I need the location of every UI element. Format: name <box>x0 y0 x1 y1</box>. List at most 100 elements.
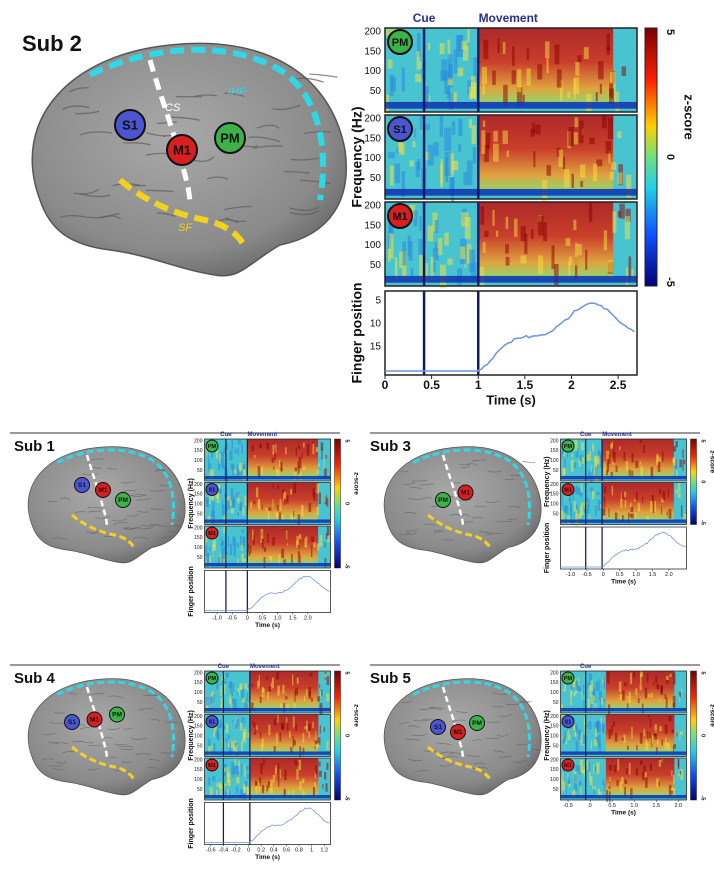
spectrogram-texture <box>675 458 677 469</box>
freq-tick-label: 100 <box>194 734 203 740</box>
gyrus-texture <box>272 104 301 111</box>
spectrogram-texture <box>324 468 327 478</box>
spectrogram-texture <box>560 704 563 712</box>
spectrogram-frame <box>560 670 687 714</box>
spectrogram-texture <box>583 717 586 726</box>
spectrogram-texture <box>567 780 571 784</box>
spectrogram-texture <box>625 768 628 775</box>
spectrogram-texture <box>221 676 224 681</box>
electrode-label: PM <box>438 497 448 504</box>
spectrogram-texture <box>389 233 394 259</box>
electrode-label: PM <box>472 720 482 727</box>
spectrogram-texture <box>278 775 280 787</box>
spectrogram-texture <box>585 760 589 770</box>
panel-marker <box>387 203 413 229</box>
spectrogram-texture <box>578 460 581 467</box>
electrode-label: M1 <box>98 487 107 494</box>
sf-line <box>427 513 492 550</box>
spectrogram-texture <box>599 83 602 94</box>
spectrogram-texture <box>217 484 221 491</box>
spectrogram-texture <box>612 451 616 463</box>
freq-tick-label: 150 <box>550 724 559 730</box>
spectrogram-texture <box>655 747 658 754</box>
spectrogram-texture <box>637 502 641 512</box>
colorbar-tick-label: 0 <box>700 734 706 737</box>
spectrogram-baseline <box>204 475 331 480</box>
finger-axis-label: Finger position <box>349 282 365 383</box>
spectrogram-texture <box>318 770 322 777</box>
colorbar <box>690 670 697 801</box>
spectrogram-texture <box>302 442 305 448</box>
spectrogram-texture <box>658 760 661 767</box>
spectrogram-texture <box>520 225 526 242</box>
spectrogram-baseline <box>385 275 637 283</box>
time-tick-label: -0.5 <box>563 803 572 809</box>
gyrus-texture <box>289 206 319 212</box>
gyrus-texture <box>158 536 172 539</box>
gyrus-texture <box>224 205 252 211</box>
spectrogram-texture <box>617 210 621 218</box>
spectrogram-texture <box>554 263 559 286</box>
spectrogram-texture <box>257 499 260 508</box>
spectrogram-texture <box>260 539 263 543</box>
spectrogram-texture <box>564 683 567 691</box>
gyrus-texture <box>224 92 245 98</box>
spectrogram-texture <box>388 152 395 159</box>
spectrogram-texture <box>385 28 390 37</box>
finger-trace <box>204 575 330 612</box>
spectrogram-baseline <box>560 475 687 480</box>
spectrogram-texture <box>630 672 633 685</box>
spectrogram-texture <box>298 759 302 771</box>
time-tick-label: 0.5 <box>616 572 624 578</box>
panel-marker <box>205 715 219 728</box>
spectrogram-texture <box>565 505 569 513</box>
spectrogram-texture <box>650 692 653 698</box>
spectrogram-texture <box>427 144 434 166</box>
freq-tick-label: 50 <box>370 260 382 271</box>
spectrogram-texture <box>223 447 227 453</box>
gyrus-texture <box>113 522 128 525</box>
gyrus-texture <box>170 525 182 529</box>
spectrogram-texture <box>599 699 601 711</box>
spectrogram-texture <box>287 723 289 732</box>
spectrogram-texture <box>277 685 280 696</box>
spectrogram-texture <box>294 467 298 472</box>
spectrogram-texture <box>277 484 280 490</box>
spectrogram-texture <box>209 693 213 705</box>
colorbar-tick-label: -5 <box>344 796 350 801</box>
spectrogram-texture <box>419 216 422 231</box>
spectrogram-texture <box>532 122 535 133</box>
spectrogram-texture <box>298 545 300 550</box>
spectrogram-texture <box>212 496 214 501</box>
spectrogram-texture <box>225 770 227 784</box>
spectrogram-texture <box>614 512 618 520</box>
spectrogram-texture <box>571 681 573 691</box>
spectrogram-texture <box>205 545 208 557</box>
gyrus-texture <box>69 87 89 93</box>
spectrogram-texture <box>457 67 464 77</box>
gyrus-texture <box>79 727 92 730</box>
spectrogram-texture <box>267 533 269 544</box>
gyrus-texture <box>130 737 147 740</box>
spectrogram-texture <box>207 450 210 458</box>
gyrus-texture <box>73 188 99 195</box>
spectrogram-texture <box>654 724 657 734</box>
gyrus-texture <box>126 513 140 517</box>
spectrogram-texture <box>628 762 631 775</box>
spectrogram-texture <box>433 261 436 273</box>
spectrogram-texture <box>573 691 576 697</box>
gyrus-texture <box>68 692 78 695</box>
gyrus-texture <box>442 539 453 541</box>
gyrus-texture <box>299 179 331 185</box>
spectrogram-texture <box>313 542 317 548</box>
gyrus-texture <box>498 713 513 718</box>
spectrogram-texture <box>237 469 240 476</box>
spectrogram-texture <box>302 790 305 798</box>
spectrogram-texture <box>308 723 311 731</box>
spectrogram-texture <box>284 497 286 506</box>
time-axis-label: Time (s) <box>611 579 636 586</box>
spectrogram-texture <box>567 91 571 99</box>
spectrogram-texture <box>324 495 327 505</box>
spectrogram-baseline <box>560 519 687 523</box>
gyrus-texture <box>433 528 443 532</box>
